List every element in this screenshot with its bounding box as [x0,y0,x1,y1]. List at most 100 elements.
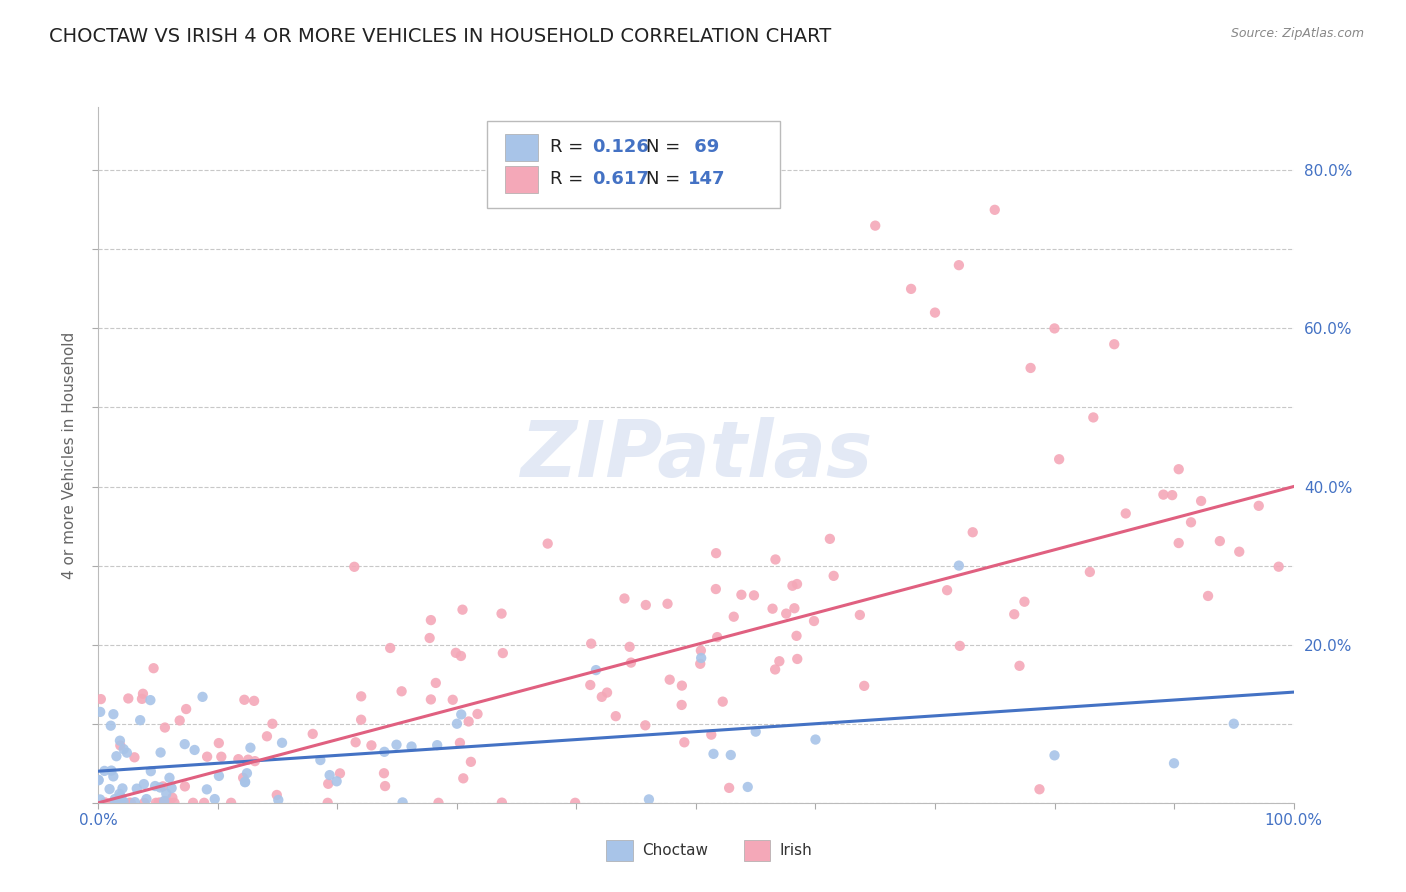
Point [124,795,146,809]
Point [419,631,441,645]
Point [700,728,723,742]
Point [591,690,613,704]
Point [94,796,117,810]
Point [711,695,734,709]
Point [948,558,970,573]
Point [162,790,184,805]
Point [219,796,242,810]
Point [818,532,841,546]
Point [329,766,352,780]
Point [720,747,742,762]
Point [94,796,117,810]
Point [360,739,382,753]
Point [110,796,132,810]
Point [343,559,366,574]
Point [620,656,643,670]
Point [132,777,155,791]
Point [204,792,226,806]
FancyBboxPatch shape [505,134,538,161]
Point [208,736,231,750]
Point [605,709,627,723]
Point [900,282,922,296]
Y-axis label: 4 or more Vehicles in Household: 4 or more Vehicles in Household [62,331,77,579]
Text: N =: N = [645,170,686,188]
Point [449,736,471,750]
Point [243,694,266,708]
FancyBboxPatch shape [744,839,770,861]
Point [87,772,110,787]
Point [208,769,231,783]
Point [1167,536,1189,550]
Point [143,779,166,793]
Point [117,691,139,706]
Point [309,753,332,767]
Point [380,640,402,655]
Point [690,651,713,665]
Point [152,780,174,794]
Point [233,693,256,707]
Point [704,582,727,596]
Text: N =: N = [645,138,686,156]
Point [110,789,132,804]
Point [425,676,447,690]
Point [491,796,513,810]
Point [111,781,134,796]
Point [149,746,172,760]
Point [1104,337,1126,351]
Point [730,588,752,602]
Point [159,771,181,785]
Point [596,685,619,699]
Point [1019,360,1042,375]
Point [139,693,162,707]
Point [209,749,232,764]
Point [145,796,167,810]
Point [108,733,131,747]
Point [104,792,127,806]
Point [373,745,395,759]
Point [87,773,110,788]
Point [115,746,138,760]
Point [450,648,472,663]
Point [1008,658,1031,673]
Point [100,764,122,778]
Point [949,639,972,653]
Point [139,764,162,779]
Point [579,678,602,692]
Point [153,794,176,808]
Point [1028,782,1050,797]
Point [613,591,636,606]
Text: 147: 147 [688,170,725,188]
Point [112,742,135,756]
Point [104,795,127,809]
Point [110,739,132,753]
Point [108,787,131,801]
Text: Choctaw: Choctaw [643,843,709,857]
Point [745,724,768,739]
Point [619,640,641,654]
Point [865,219,887,233]
Point [1043,321,1066,335]
Point [689,643,711,657]
Point [1180,516,1202,530]
Point [243,754,266,768]
Point [132,687,155,701]
Point [266,788,288,802]
Point [763,663,786,677]
Point [157,796,180,810]
Point [1247,499,1270,513]
Point [350,690,373,704]
Point [1267,559,1289,574]
Point [1197,589,1219,603]
Point [444,646,467,660]
Point [460,755,482,769]
Point [373,766,395,780]
Point [450,707,472,722]
Point [181,796,204,810]
Point [350,713,373,727]
Point [1002,607,1025,622]
Point [492,646,515,660]
Point [634,598,657,612]
Point [149,796,172,810]
Point [948,258,970,272]
Point [98,782,121,797]
